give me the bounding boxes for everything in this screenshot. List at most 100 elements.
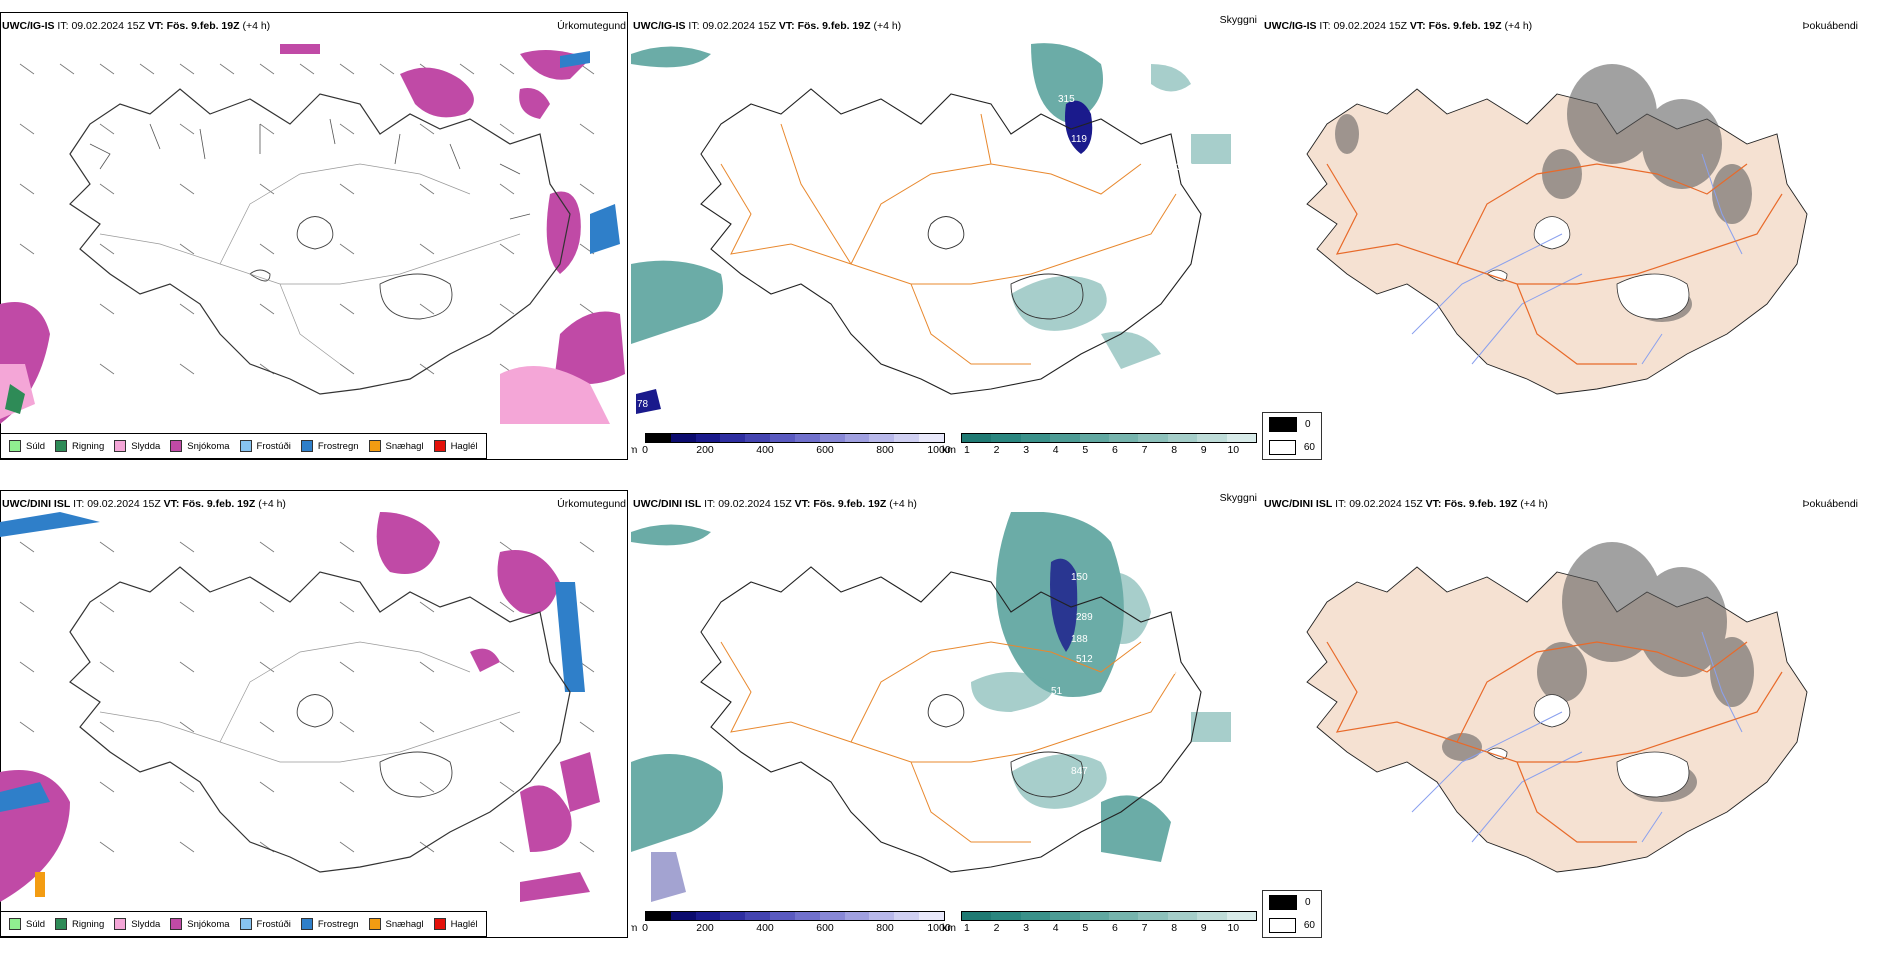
visibility-colorbar-segment	[1050, 434, 1080, 442]
legend-label: Haglél	[450, 918, 478, 930]
ceiling-tick: 600	[816, 444, 834, 456]
ceiling-colorbar-segment	[894, 434, 920, 442]
visibility-colorbar-segment	[1226, 434, 1257, 442]
model-name: UWC/IG-IS	[633, 20, 686, 32]
ceiling-colorbar-segment	[670, 912, 696, 920]
visibility-colorbar-segment	[1079, 434, 1110, 442]
legend-item: Snæhagl	[368, 440, 424, 452]
visibility-tick: 4	[1052, 922, 1059, 934]
vt-value: Fös. 9.feb. 19Z	[182, 498, 256, 510]
panel-header: UWC/DINI ISL IT: 09.02.2024 15Z VT: Fös.…	[633, 492, 1257, 512]
visibility-colorbar-segment	[1226, 912, 1257, 920]
legend-swatch	[170, 440, 183, 452]
ceiling-colorbar-segment	[794, 912, 820, 920]
visibility-tick: 9	[1200, 922, 1207, 934]
legend-item: Frostregn	[300, 440, 359, 452]
fog-legend-label: 0	[1305, 419, 1311, 430]
visibility-colorbar-segment	[1020, 434, 1051, 442]
vt-value: Fös. 9.feb. 19Z	[797, 20, 871, 32]
visibility-value-label: 150	[1071, 572, 1088, 583]
panel-title: Skyggni	[1219, 492, 1257, 504]
legend-item: Slydda	[114, 918, 160, 930]
visibility-ticks: km 1 2 3 4 5 6 7 8 9 10	[942, 921, 1257, 935]
it-value: 09.02.2024 15Z	[718, 498, 792, 510]
legend-label: Slydda	[131, 440, 161, 452]
visibility-colorbar-segment	[1167, 912, 1198, 920]
fog-indicator-panel: UWC/DINI ISL IT: 09.02.2024 15Z VT: Fös.…	[1262, 490, 1862, 950]
legend-swatch	[114, 440, 127, 452]
vt-label: VT:	[794, 498, 811, 510]
ceiling-colorbar-segment	[794, 434, 820, 442]
visibility-colorbar-segment	[962, 434, 992, 442]
panel-header: UWC/IG-IS IT: 09.02.2024 15Z VT: Fös. 9.…	[1264, 20, 1858, 34]
ceiling-tick: 400	[756, 922, 774, 934]
visibility-value-label: 512	[1076, 654, 1093, 665]
ceiling-colorbar-segment	[695, 434, 721, 442]
legend-swatch	[300, 918, 313, 930]
legend-swatch	[170, 918, 183, 930]
ceiling-colorbar-segment	[770, 434, 795, 442]
ceiling-tick: 400	[756, 444, 774, 456]
legend-swatch	[114, 918, 127, 930]
vt-label: VT:	[1425, 498, 1442, 510]
ceiling-colorbar-segment	[844, 434, 870, 442]
visibility-tick: 10	[1227, 922, 1240, 934]
vt-value: Fös. 9.feb. 19Z	[1444, 498, 1518, 510]
ceiling-tick: 800	[876, 444, 894, 456]
visibility-tick: 7	[1141, 444, 1148, 456]
vt-label: VT:	[163, 498, 180, 510]
legend-item: Snæhagl	[368, 918, 424, 930]
fog-legend-swatch	[1269, 918, 1296, 933]
fog-shading	[1335, 64, 1752, 322]
precip-map	[0, 44, 625, 424]
ceiling-colorbar-strip	[645, 911, 945, 921]
visibility-colorbar-segment	[991, 434, 1021, 442]
lead-time: (+4 h)	[1504, 20, 1533, 32]
visibility-tick: 3	[1023, 444, 1030, 456]
ceiling-tick: 0	[642, 922, 648, 934]
forecast-row-dini-isl: UWC/DINI ISL IT: 09.02.2024 15Z VT: Fös.…	[0, 490, 1900, 960]
legend-item: Rigning	[55, 440, 104, 452]
ceiling-colorbar-segment	[819, 434, 845, 442]
visibility-value-label: 289	[1076, 612, 1093, 623]
model-name: UWC/IG-IS	[2, 20, 55, 32]
vt-value: Fös. 9.feb. 19Z	[1428, 20, 1502, 32]
visibility-areas	[631, 512, 1231, 862]
fog-legend-label: 0	[1305, 897, 1311, 908]
visibility-colorbar-strip	[961, 911, 1257, 921]
rivers	[1411, 153, 1743, 365]
it-label: IT:	[688, 20, 700, 32]
fog-legend-swatch	[1269, 440, 1296, 455]
precip-areas	[0, 512, 600, 902]
ceiling-ticks: m 0 200 400 600 800 1000	[631, 443, 951, 457]
legend-label: Frostregn	[317, 440, 359, 452]
visibility-value-label: 47	[1171, 666, 1183, 677]
legend-swatch	[9, 918, 21, 930]
ceiling-colorbar: m 0 200 400 600 800 1000	[631, 911, 951, 941]
legend-item: Frostregn	[300, 918, 359, 930]
ceiling-unit: m	[631, 922, 638, 934]
visibility-colorbar-segment	[1050, 912, 1080, 920]
ceiling-colorbar-segment	[894, 912, 920, 920]
visibility-colorbar-segment	[1197, 434, 1227, 442]
roads	[99, 641, 521, 763]
fog-legend: 0 60	[1262, 890, 1322, 938]
iceland-outline	[700, 88, 1202, 395]
legend-label: Rigning	[72, 440, 105, 452]
glacier-outlines	[296, 694, 453, 798]
precip-areas	[0, 44, 625, 424]
panel-header: UWC/IG-IS IT: 09.02.2024 15Z VT: Fös. 9.…	[633, 14, 1257, 34]
visibility-value-label: 51	[1051, 686, 1063, 697]
visibility-value-label: 315	[1058, 94, 1075, 105]
vt-label: VT:	[778, 20, 795, 32]
visibility-unit: km	[942, 444, 956, 456]
visibility-tick: 6	[1111, 444, 1118, 456]
visibility-colorbar-segment	[1197, 912, 1227, 920]
precip-type-panel: UWC/IG-IS IT: 09.02.2024 15Z VT: Fös. 9.…	[0, 12, 630, 472]
it-label: IT:	[73, 498, 85, 510]
visibility-colorbar-segment	[962, 912, 992, 920]
legend-swatch	[239, 918, 252, 930]
visibility-tick: 5	[1082, 922, 1089, 934]
legend-swatch	[239, 440, 252, 452]
fog-legend-label: 60	[1303, 920, 1315, 931]
